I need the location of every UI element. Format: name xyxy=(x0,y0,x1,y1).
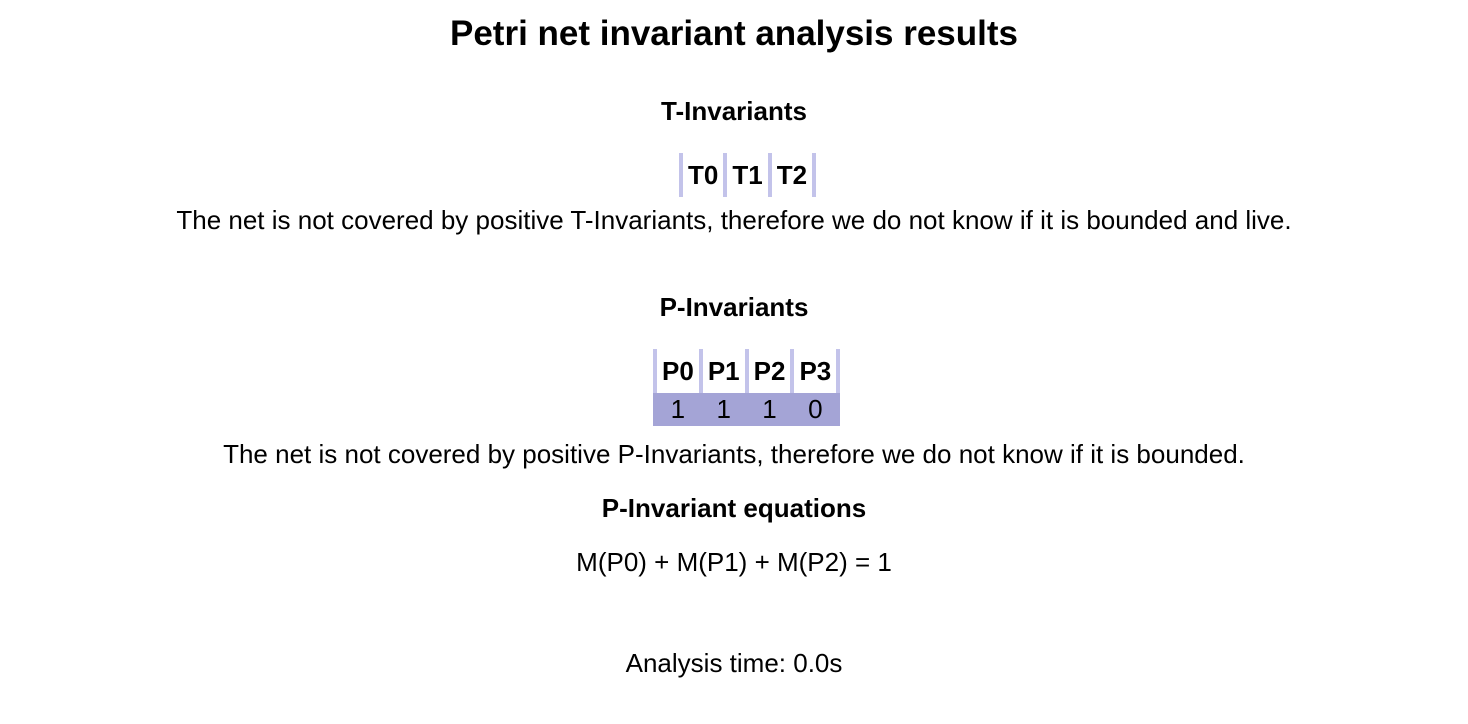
analysis-time: Analysis time: 0.0s xyxy=(625,648,843,678)
p-invariant-value-cell: 1 xyxy=(744,393,791,426)
p-invariants-header-row: P0 P1 P2 P3 xyxy=(653,349,841,393)
p-invariant-equations-heading: P-Invariant equations xyxy=(601,493,867,523)
p-invariant-column-header: P0 xyxy=(653,349,699,393)
t-invariants-table: T0 T1 T2 xyxy=(679,153,817,197)
p-invariants-note: The net is not covered by positive P-Inv… xyxy=(223,439,1245,469)
p-invariant-column-header: P2 xyxy=(744,349,791,393)
t-invariants-heading: T-Invariants xyxy=(661,96,807,126)
p-invariant-equation: M(P0) + M(P1) + M(P2) = 1 xyxy=(576,547,892,577)
p-invariant-value-cell: 1 xyxy=(698,393,745,426)
page-title: Petri net invariant analysis results xyxy=(449,14,1018,53)
p-invariant-value-cell: 1 xyxy=(653,393,699,426)
p-invariant-value-cell: 0 xyxy=(790,393,841,426)
p-invariant-column-header: P1 xyxy=(698,349,745,393)
t-invariant-column-header: T0 xyxy=(679,153,723,197)
t-invariant-column-header: T1 xyxy=(723,153,767,197)
t-invariant-column-header: T2 xyxy=(767,153,817,197)
t-invariants-header-row: T0 T1 T2 xyxy=(679,153,817,197)
p-invariants-heading: P-Invariants xyxy=(659,292,809,322)
p-invariants-table: P0 P1 P2 P3 1 1 1 0 xyxy=(653,349,841,426)
p-invariant-column-header: P3 xyxy=(790,349,841,393)
t-invariants-note: The net is not covered by positive T-Inv… xyxy=(176,205,1292,235)
table-row: 1 1 1 0 xyxy=(653,393,841,426)
